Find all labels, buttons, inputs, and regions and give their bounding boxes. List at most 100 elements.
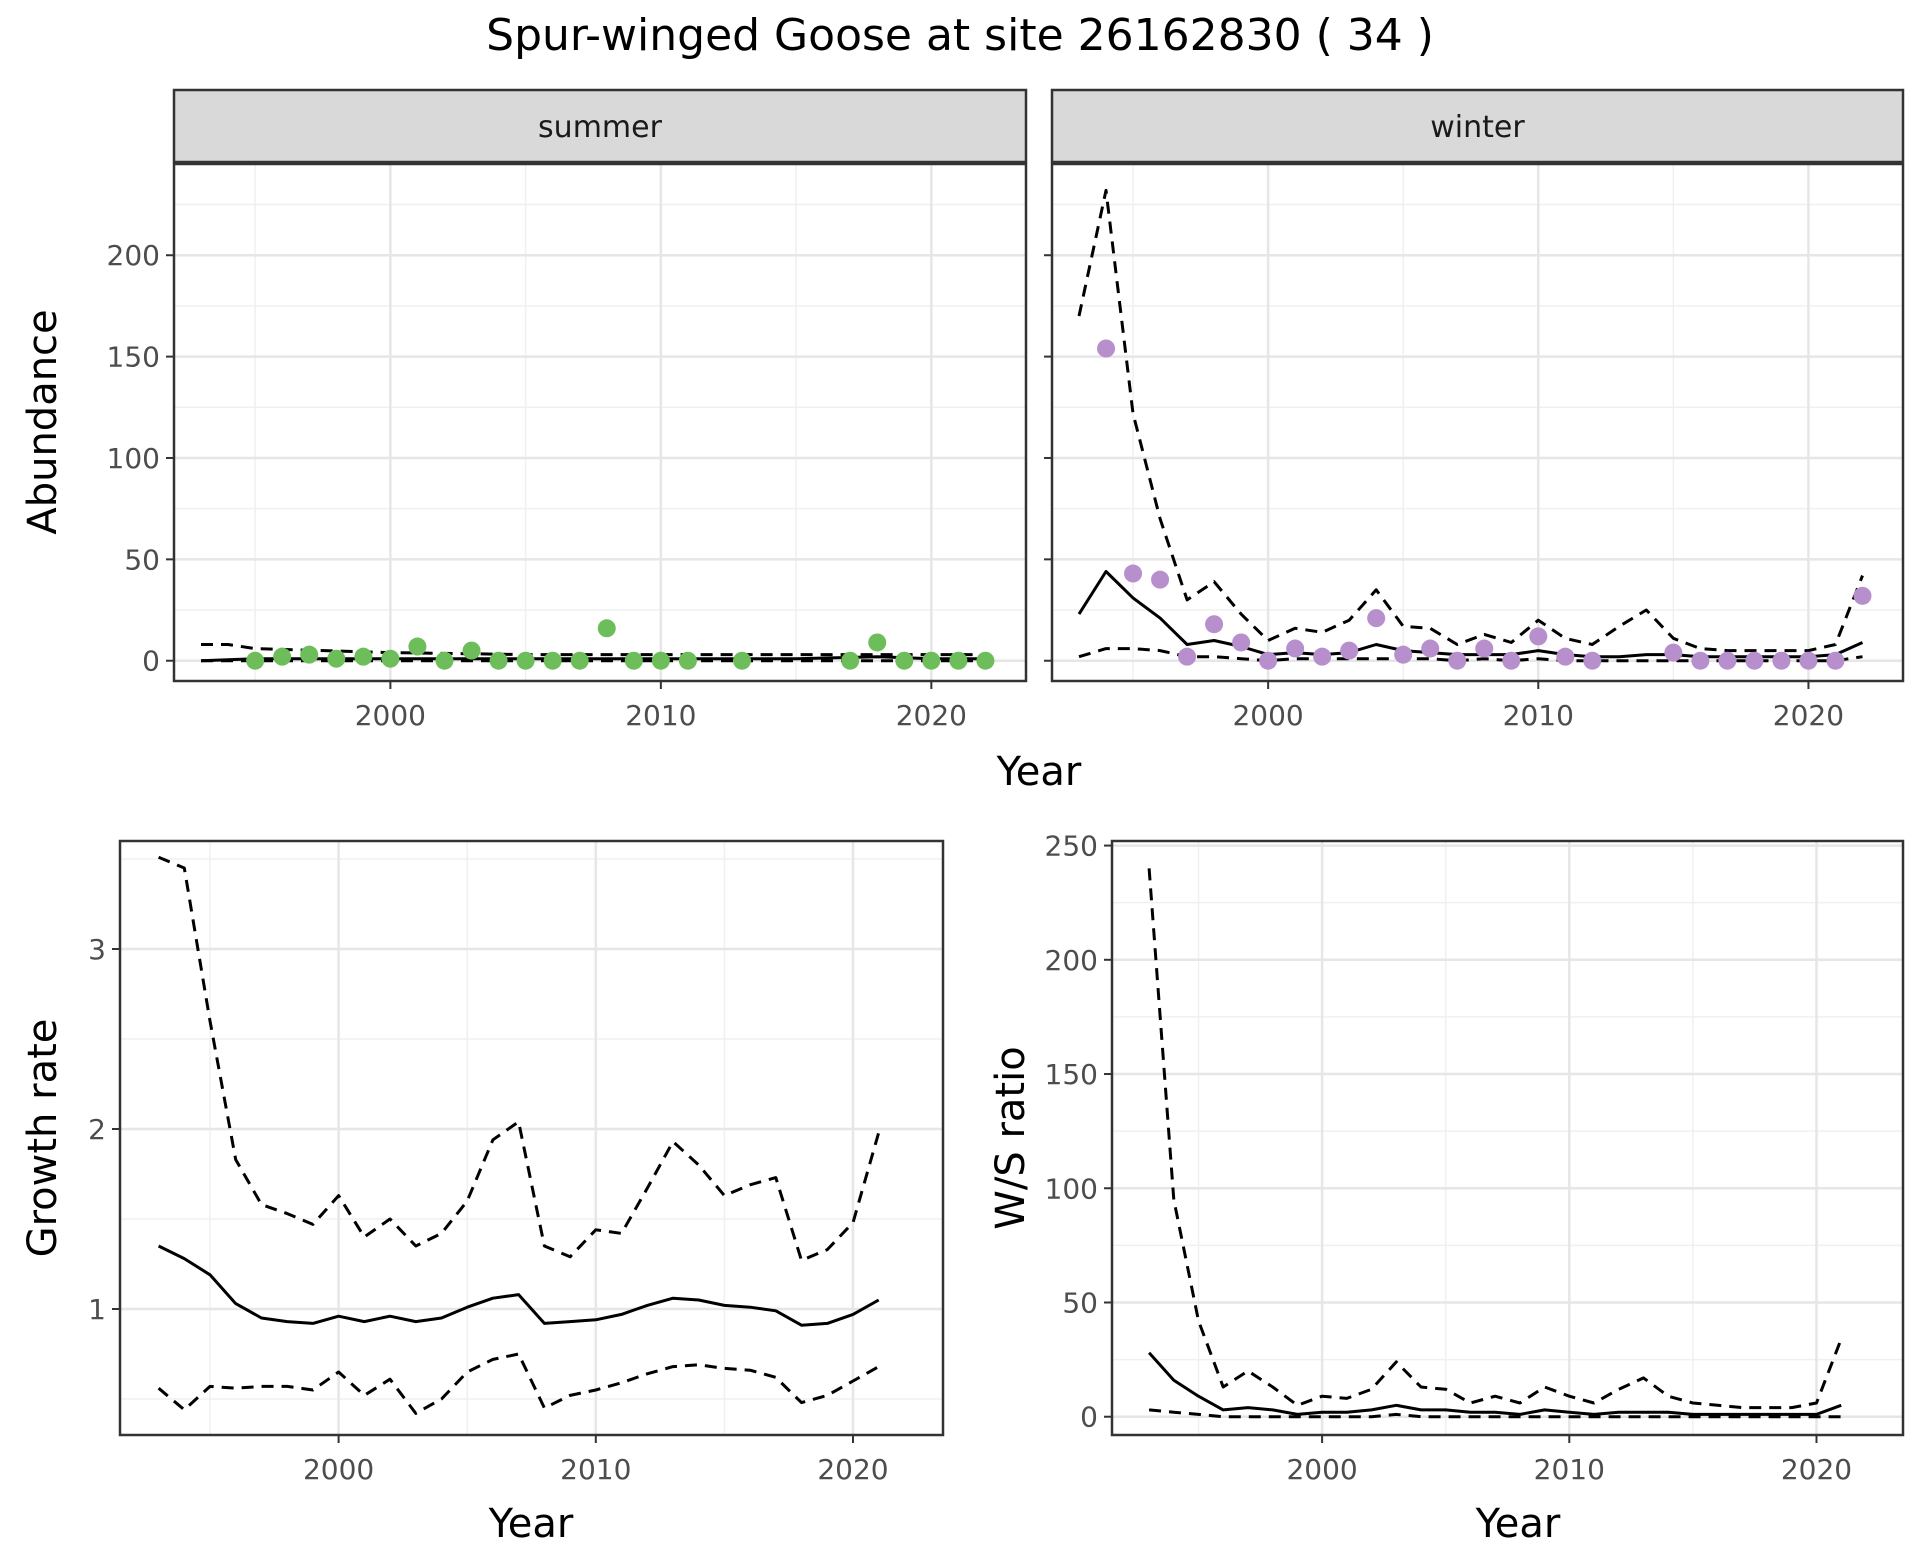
y-tick-label: 100 — [107, 442, 160, 475]
data-point — [949, 651, 968, 670]
data-point — [1394, 645, 1413, 664]
x-tick-label: 2020 — [1781, 1453, 1852, 1486]
y-tick-label: 200 — [1045, 944, 1098, 977]
data-point — [381, 649, 400, 668]
series-line-dashed-2 — [1148, 1408, 1842, 1419]
data-point — [597, 619, 616, 638]
data-point — [1826, 651, 1845, 670]
data-point — [1556, 647, 1575, 666]
y-axis-title: Abundance — [20, 309, 66, 534]
facet-strip — [1050, 88, 1905, 164]
data-point — [624, 651, 643, 670]
facet-strip-label: winter — [1430, 110, 1525, 145]
y-tick-label: 0 — [142, 645, 160, 678]
data-point — [1205, 615, 1224, 634]
y-tick-label: 2 — [88, 1113, 106, 1146]
x-tick-label: 2000 — [1232, 699, 1303, 732]
data-point — [300, 645, 319, 664]
x-axis-title: Year — [1475, 1501, 1561, 1547]
chart-title: Spur-winged Goose at site 26162830 ( 34 … — [486, 10, 1434, 61]
data-point — [489, 651, 508, 670]
series-line-solid — [157, 1244, 880, 1327]
plot-background — [1052, 164, 1903, 681]
y-axis-title: W/S ratio — [988, 1046, 1034, 1229]
data-point — [246, 651, 265, 670]
x-tick-label: 2010 — [625, 699, 696, 732]
data-point — [1313, 647, 1332, 666]
data-point — [408, 637, 427, 656]
x-axis-title: Year — [488, 1501, 574, 1547]
data-point — [1772, 651, 1791, 670]
plot-background — [120, 841, 943, 1435]
data-point — [1151, 570, 1170, 589]
y-tick-label: 0 — [1080, 1401, 1098, 1434]
data-point — [1421, 639, 1440, 658]
x-tick-label: 2020 — [1773, 699, 1844, 732]
data-point — [651, 651, 670, 670]
data-point — [570, 651, 589, 670]
panel-winter: winter 2000 2010 2020 — [1044, 88, 1905, 732]
data-point — [841, 651, 860, 670]
x-tick-label: 2010 — [560, 1453, 631, 1486]
y-tick-label: 100 — [1045, 1172, 1098, 1205]
data-point — [1124, 564, 1143, 583]
plot-background — [174, 164, 1026, 681]
y-tick-label: 50 — [124, 543, 160, 576]
data-point — [516, 651, 535, 670]
series-line-dashed-1 — [158, 855, 881, 1262]
data-point — [1664, 643, 1683, 662]
series-line-dashed-1 — [1077, 188, 1864, 653]
x-tick-label: 2000 — [355, 699, 426, 732]
data-point — [1259, 651, 1278, 670]
panel-border — [118, 839, 945, 1437]
x-tick-label: 2020 — [896, 699, 967, 732]
x-axis-title-facets: Year — [996, 749, 1082, 795]
y-tick-label: 150 — [107, 341, 160, 374]
panel-w-s-ratio: 2000 2010 2020 0 50 100 150 200 250 W/S ratio Year — [988, 830, 1905, 1547]
facet-strip — [172, 88, 1028, 164]
y-tick-label: 3 — [88, 933, 106, 966]
data-point — [1232, 633, 1251, 652]
y-axis-title: Growth rate — [20, 1019, 66, 1258]
data-point — [976, 651, 995, 670]
x-tick-label: 2010 — [1503, 699, 1574, 732]
y-tick-label: 1 — [88, 1293, 106, 1326]
data-point — [922, 651, 941, 670]
facet-strip-label: summer — [538, 110, 663, 145]
panel-summer: summer 2000 2010 2020 0 50 100 150 200 Abundance — [20, 88, 1028, 732]
panel-border — [172, 162, 1028, 683]
panel-border — [1050, 162, 1905, 683]
data-point — [1583, 651, 1602, 670]
data-point — [1340, 641, 1359, 660]
y-tick-label: 50 — [1062, 1286, 1098, 1319]
series-line-dashed-1 — [1147, 868, 1843, 1410]
data-point — [1286, 639, 1305, 658]
data-point — [1799, 651, 1818, 670]
plot-background — [1112, 841, 1903, 1435]
x-tick-label: 2010 — [1534, 1453, 1605, 1486]
data-point — [462, 641, 481, 660]
data-point — [273, 647, 292, 666]
x-tick-label: 2000 — [1286, 1453, 1357, 1486]
series-line-solid — [1147, 1351, 1842, 1416]
data-point — [1178, 647, 1197, 666]
data-point — [435, 651, 454, 670]
data-point — [354, 647, 373, 666]
y-tick-label: 250 — [1045, 830, 1098, 863]
data-point — [1529, 627, 1548, 646]
data-point — [1502, 651, 1521, 670]
data-point — [1448, 651, 1467, 670]
y-tick-label: 150 — [1045, 1058, 1098, 1091]
data-point — [895, 651, 914, 670]
data-point — [1367, 609, 1386, 628]
data-point — [733, 651, 751, 670]
data-point — [1745, 651, 1764, 670]
data-point — [868, 633, 887, 652]
x-tick-label: 2020 — [817, 1453, 888, 1486]
data-point — [1475, 639, 1494, 658]
panel-border — [1110, 839, 1905, 1437]
data-point — [1097, 339, 1116, 358]
data-point — [1853, 586, 1872, 605]
